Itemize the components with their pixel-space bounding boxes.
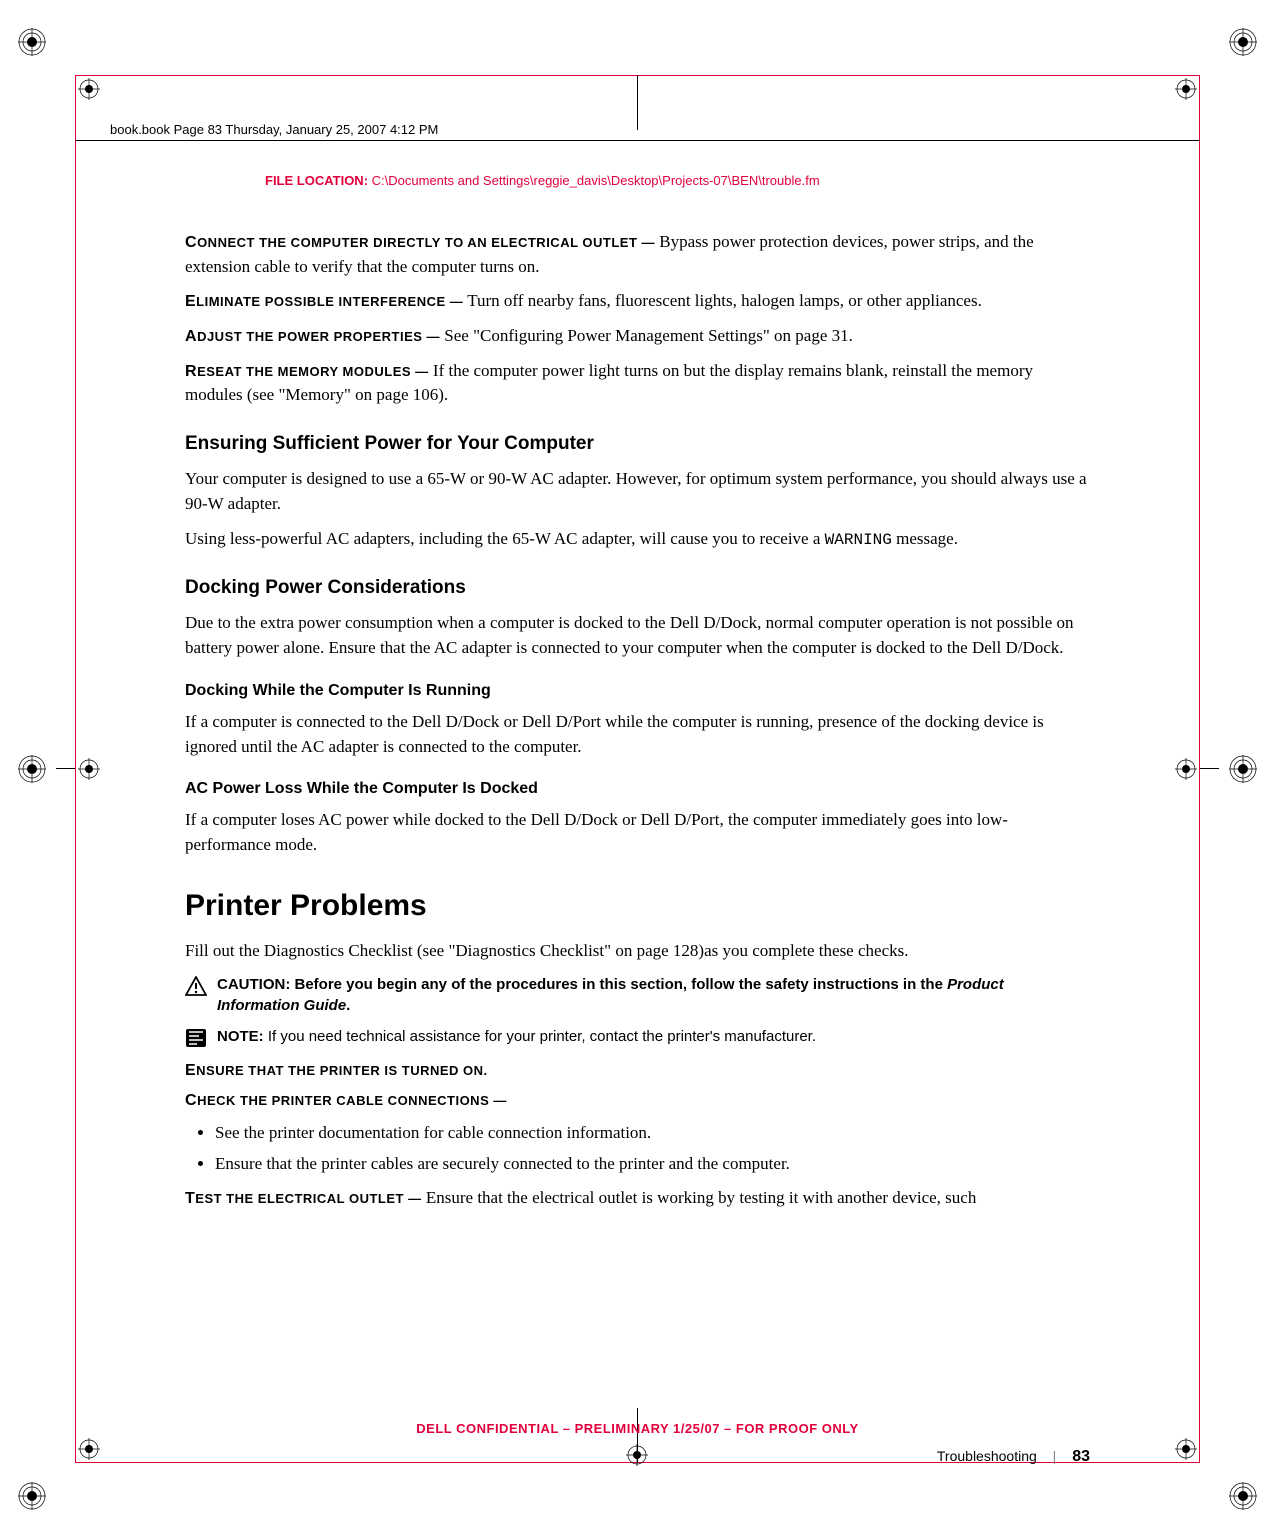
para-7: Due to the extra power consumption when … [185,611,1090,660]
center-crop-top [637,75,638,130]
para-10: Fill out the Diagnostics Checklist (see … [185,939,1090,964]
file-location-label: FILE LOCATION: [265,173,368,188]
heading-ensuring-power: Ensuring Sufficient Power for Your Compu… [185,430,1090,458]
heading-docking: Docking Power Considerations [185,574,1090,602]
meta-rule [75,140,1200,141]
heading-printer-problems: Printer Problems [185,884,1090,928]
caution-icon [185,976,207,996]
para-6: Using less-powerful AC adapters, includi… [185,527,1090,552]
footer-page: Troubleshooting | 83 [937,1448,1090,1466]
para-9: If a computer loses AC power while docke… [185,808,1090,857]
crop-line-ml [56,768,76,769]
note-text: NOTE: If you need technical assistance f… [217,1026,816,1047]
meta-header: book.book Page 83 Thursday, January 25, … [110,122,438,137]
bullet-list: See the printer documentation for cable … [215,1121,1090,1176]
para-check-cable: CHECK THE PRINTER CABLE CONNECTIONS — [185,1088,1090,1113]
para-adjust: ADJUST THE POWER PROPERTIES — See "Confi… [185,324,1090,349]
crop-line-mr [1199,768,1219,769]
footer-section: Troubleshooting [937,1448,1037,1464]
file-location: FILE LOCATION: C:\Documents and Settings… [265,173,820,188]
reg-mark-outer-ml [18,755,46,783]
bullet-1: See the printer documentation for cable … [215,1121,1090,1146]
note-icon [185,1028,207,1048]
caution-block: CAUTION: Before you begin any of the pro… [185,974,1090,1016]
reg-mark-outer-tr [1229,28,1257,56]
reg-mark-outer-br [1229,1482,1257,1510]
para-test-outlet: TEST THE ELECTRICAL OUTLET — Ensure that… [185,1186,1090,1211]
note-block: NOTE: If you need technical assistance f… [185,1026,1090,1048]
reg-mark-outer-mr [1229,755,1257,783]
para-8: If a computer is connected to the Dell D… [185,710,1090,759]
heading-docking-running: Docking While the Computer Is Running [185,679,1090,702]
para-eliminate: ELIMINATE POSSIBLE INTERFERENCE — Turn o… [185,289,1090,314]
footer-page-number: 83 [1072,1448,1090,1465]
reg-mark-outer-bl [18,1482,46,1510]
para-reseat: RESEAT THE MEMORY MODULES — If the compu… [185,359,1090,408]
file-location-path: C:\Documents and Settings\reggie_davis\D… [372,173,820,188]
para-5: Your computer is designed to use a 65-W … [185,467,1090,516]
page-content: CONNECT THE COMPUTER DIRECTLY TO AN ELEC… [185,230,1090,1221]
caution-text: CAUTION: Before you begin any of the pro… [217,974,1090,1016]
center-reg-bottom [626,1444,648,1466]
heading-ac-loss: AC Power Loss While the Computer Is Dock… [185,777,1090,800]
para-connect: CONNECT THE COMPUTER DIRECTLY TO AN ELEC… [185,230,1090,279]
footer-sep: | [1053,1448,1057,1464]
footer-confidential: DELL CONFIDENTIAL – PRELIMINARY 1/25/07 … [0,1421,1275,1436]
para-ensure-printer: ENSURE THAT THE PRINTER IS TURNED ON. [185,1058,1090,1083]
reg-mark-outer-tl [18,28,46,56]
bullet-2: Ensure that the printer cables are secur… [215,1152,1090,1177]
